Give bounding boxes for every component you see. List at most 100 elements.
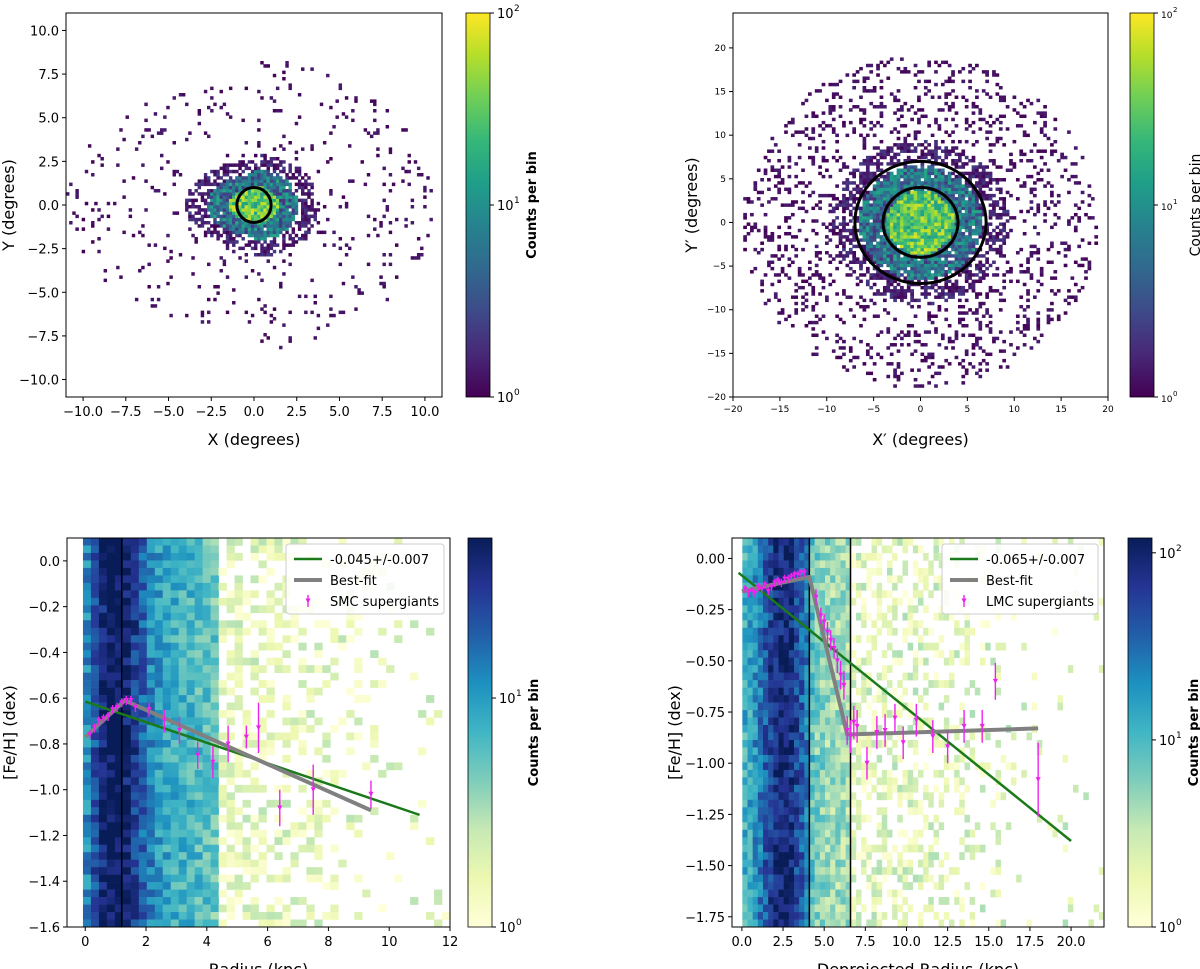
y-tick-label: 0.00 bbox=[696, 552, 725, 567]
data-point bbox=[195, 752, 201, 758]
y-tick-label: −20 bbox=[707, 393, 726, 403]
data-point bbox=[1035, 777, 1041, 783]
legend: -0.065+/-0.007 Best-fit LMC supergiants bbox=[941, 543, 1099, 615]
data-point bbox=[772, 580, 778, 586]
x-axis-label: X′ (degrees) bbox=[872, 430, 969, 449]
data-point bbox=[900, 740, 906, 746]
y-tick-label: 0 bbox=[720, 218, 726, 228]
x-tick-label: 5 bbox=[965, 405, 971, 415]
data-point bbox=[745, 590, 751, 596]
y-tick-label: −1.2 bbox=[28, 829, 60, 844]
x-tick-label: 5.0 bbox=[814, 935, 835, 950]
data-point bbox=[801, 570, 807, 576]
x-tick-label: 15.0 bbox=[974, 935, 1003, 950]
y-tick-label: −0.25 bbox=[685, 604, 725, 619]
data-point bbox=[775, 578, 781, 584]
x-tick-label: 7.5 bbox=[372, 405, 393, 420]
colorbar-tick-exp: 2 bbox=[514, 4, 520, 14]
supergiant-points bbox=[742, 568, 1041, 817]
x-tick-label: 2 bbox=[142, 935, 150, 950]
y-tick-label: 10 bbox=[715, 131, 727, 141]
data-point bbox=[792, 572, 798, 578]
y-tick-label: 15 bbox=[715, 88, 726, 98]
data-point bbox=[930, 734, 936, 740]
x-tick-label: 2.5 bbox=[773, 935, 794, 950]
data-point bbox=[243, 734, 249, 740]
panel-1: −10.0 −7.5 −5.0 −2.5 0.0 2.5 5.0 7.5 10.0−10.0−7… bbox=[0, 4, 540, 449]
y-tick-label: −1.4 bbox=[28, 875, 60, 890]
colorbar-label: Counts per bin bbox=[1188, 154, 1200, 257]
data-point bbox=[119, 700, 125, 706]
data-point bbox=[824, 629, 830, 635]
colorbar-tick-label: 10 bbox=[497, 7, 514, 22]
y-tick-label: 0.0 bbox=[39, 555, 60, 570]
legend-entry: SMC supergiants bbox=[330, 595, 439, 610]
y-tick-label: −0.6 bbox=[28, 692, 60, 707]
data-point bbox=[841, 682, 847, 688]
colorbar-tick-exp: 0 bbox=[516, 918, 522, 928]
colorbar-tick-exp: 1 bbox=[516, 689, 522, 699]
data-point bbox=[110, 707, 116, 713]
legend-entry: LMC supergiants bbox=[986, 595, 1094, 610]
data-point bbox=[821, 619, 827, 625]
legend-marker bbox=[305, 598, 311, 604]
data-point bbox=[161, 718, 167, 724]
data-point bbox=[749, 588, 755, 594]
y-axis-label: [Fe/H] (dex) bbox=[0, 685, 19, 780]
data-point bbox=[114, 704, 120, 710]
x-tick-label: −5.0 bbox=[153, 405, 185, 420]
data-point bbox=[798, 570, 804, 576]
data-point bbox=[854, 723, 860, 729]
x-tick-label: −5 bbox=[867, 405, 880, 415]
x-tick-label: −10.0 bbox=[63, 405, 103, 420]
data-point bbox=[765, 588, 771, 594]
x-tick-label: 8 bbox=[324, 935, 332, 950]
density-cells bbox=[743, 57, 1099, 388]
selection-circle bbox=[881, 186, 960, 259]
data-point bbox=[176, 727, 182, 733]
data-point bbox=[851, 719, 857, 725]
legend-entry: Best-fit bbox=[330, 574, 377, 589]
panel-4: 0.0 2.5 5.0 7.5 10.0 12.5 15.0 17.5 20.0 −1.75 −1.… bbox=[665, 537, 1200, 969]
colorbar-tick-label: 10 bbox=[497, 391, 514, 406]
data-point bbox=[838, 672, 844, 678]
x-tick-label: 2.5 bbox=[286, 405, 307, 420]
colorbar-tick-label: 10 bbox=[1159, 734, 1176, 749]
data-point bbox=[945, 744, 951, 750]
data-point bbox=[992, 678, 998, 684]
data-point bbox=[844, 727, 850, 733]
data-point bbox=[100, 716, 106, 722]
data-point bbox=[762, 582, 768, 588]
y-tick-label: −0.2 bbox=[28, 601, 60, 616]
data-point bbox=[778, 580, 784, 586]
y-tick-label: −1.25 bbox=[685, 808, 725, 823]
colorbar-tick-exp: 0 bbox=[1173, 390, 1177, 398]
colorbar-label: Counts per bin bbox=[1187, 679, 1200, 787]
y-axis-label: Y′ (degrees) bbox=[682, 157, 701, 253]
x-tick-label: 10 bbox=[1009, 405, 1021, 415]
data-point bbox=[961, 723, 967, 729]
x-tick-label: 0.0 bbox=[244, 405, 265, 420]
y-tick-label: −1.50 bbox=[685, 860, 725, 875]
x-tick-label: 0 bbox=[81, 935, 89, 950]
data-point bbox=[277, 805, 283, 811]
density-cells bbox=[66, 61, 433, 350]
data-point bbox=[828, 637, 834, 643]
x-axis-label: Radius (kpc) bbox=[209, 960, 308, 969]
plot-area bbox=[66, 61, 433, 350]
data-point bbox=[874, 730, 880, 735]
data-point bbox=[892, 715, 898, 721]
legend-box bbox=[285, 543, 445, 615]
data-point bbox=[785, 576, 791, 582]
y-tick-label: −1.75 bbox=[685, 911, 725, 926]
y-tick-label: −0.4 bbox=[28, 646, 60, 661]
y-tick-label: 5 bbox=[720, 175, 726, 185]
colorbar-tick-exp: 1 bbox=[1176, 731, 1182, 741]
data-point bbox=[759, 586, 765, 592]
x-tick-label: 10.0 bbox=[892, 935, 921, 950]
x-tick-label: 0 bbox=[918, 405, 924, 415]
data-point bbox=[368, 791, 374, 797]
